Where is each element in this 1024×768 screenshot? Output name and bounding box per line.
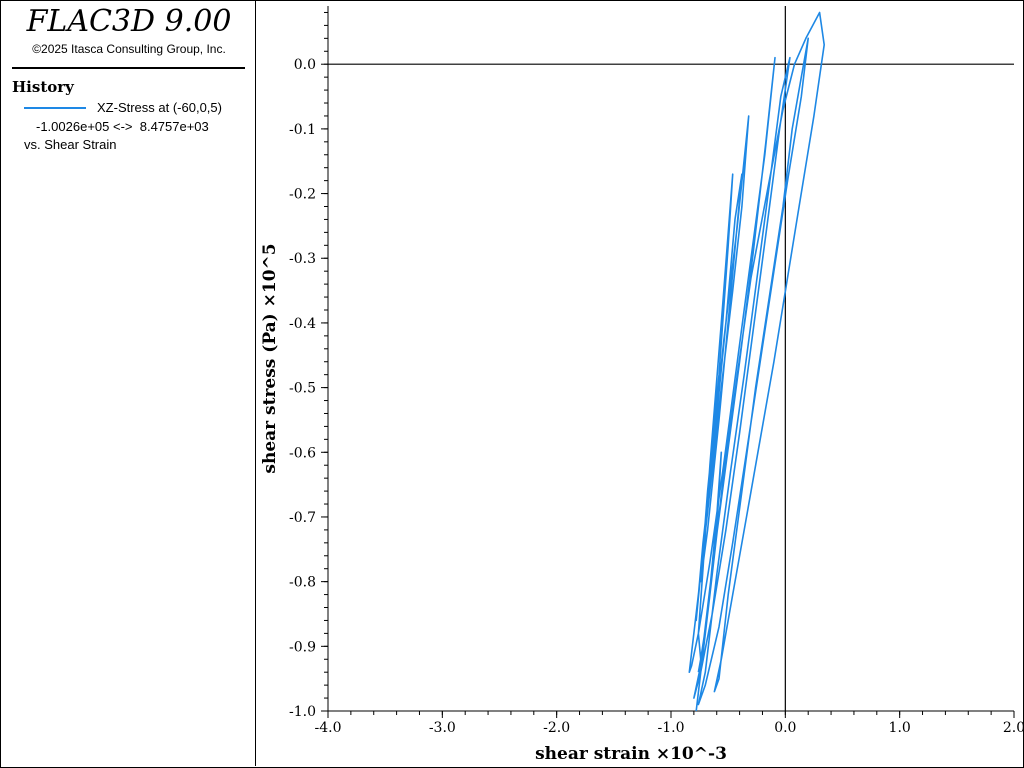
title-divider [12, 67, 245, 69]
y-tick-label: -0.3 [289, 251, 316, 267]
x-tick-label: -3.0 [429, 720, 456, 736]
y-tick-label: -0.6 [289, 445, 316, 461]
y-tick-label: -0.9 [289, 639, 316, 655]
x-tick-label: 0.0 [774, 720, 796, 736]
legend-panel: FLAC3D 9.00 ©2025 Itasca Consulting Grou… [1, 1, 256, 766]
x-axis-title: shear strain ×10^-3 [535, 744, 727, 764]
y-tick-label: -1.0 [289, 704, 316, 720]
legend-range: -1.0026e+05 <-> 8.4757e+03 [36, 119, 209, 134]
legend-series-label: XZ-Stress at (-60,0,5) [97, 100, 222, 115]
x-tick-label: -2.0 [543, 720, 570, 736]
legend-line-swatch [24, 107, 86, 109]
y-tick-label: -0.5 [289, 381, 316, 397]
x-tick-label: -1.0 [658, 720, 685, 736]
y-tick-label: -0.4 [289, 316, 316, 332]
y-axis-title: shear stress (Pa) ×10^5 [260, 243, 280, 473]
y-tick-label: -0.1 [289, 122, 316, 138]
x-tick-label: 2.0 [1003, 720, 1023, 736]
chart-axes [327, 6, 1014, 712]
history-chart: -4.0 -3.0 -2.0 -1.0 0.0 1.0 2.0 0.0 -0.1 -0.2 -0.3… [260, 6, 1023, 764]
y-tick-label: -0.2 [289, 187, 316, 203]
x-tick-label: -4.0 [315, 720, 342, 736]
chart-ticks: -4.0 -3.0 -2.0 -1.0 0.0 1.0 2.0 0.0 -0.1 -0.2 -0.3… [289, 11, 1023, 736]
copyright-notice: ©2025 Itasca Consulting Group, Inc. [32, 42, 226, 56]
app-title: FLAC3D 9.00 [26, 4, 232, 39]
series-line-0 [688, 11, 826, 712]
x-tick-label: 1.0 [889, 720, 911, 736]
y-tick-label: -0.8 [289, 575, 316, 591]
legend-heading: History [12, 78, 74, 96]
y-tick-label: 0.0 [294, 57, 316, 73]
chart-series [688, 11, 826, 712]
legend-vs-label: vs. Shear Strain [24, 137, 117, 152]
y-tick-label: -0.7 [289, 510, 316, 526]
